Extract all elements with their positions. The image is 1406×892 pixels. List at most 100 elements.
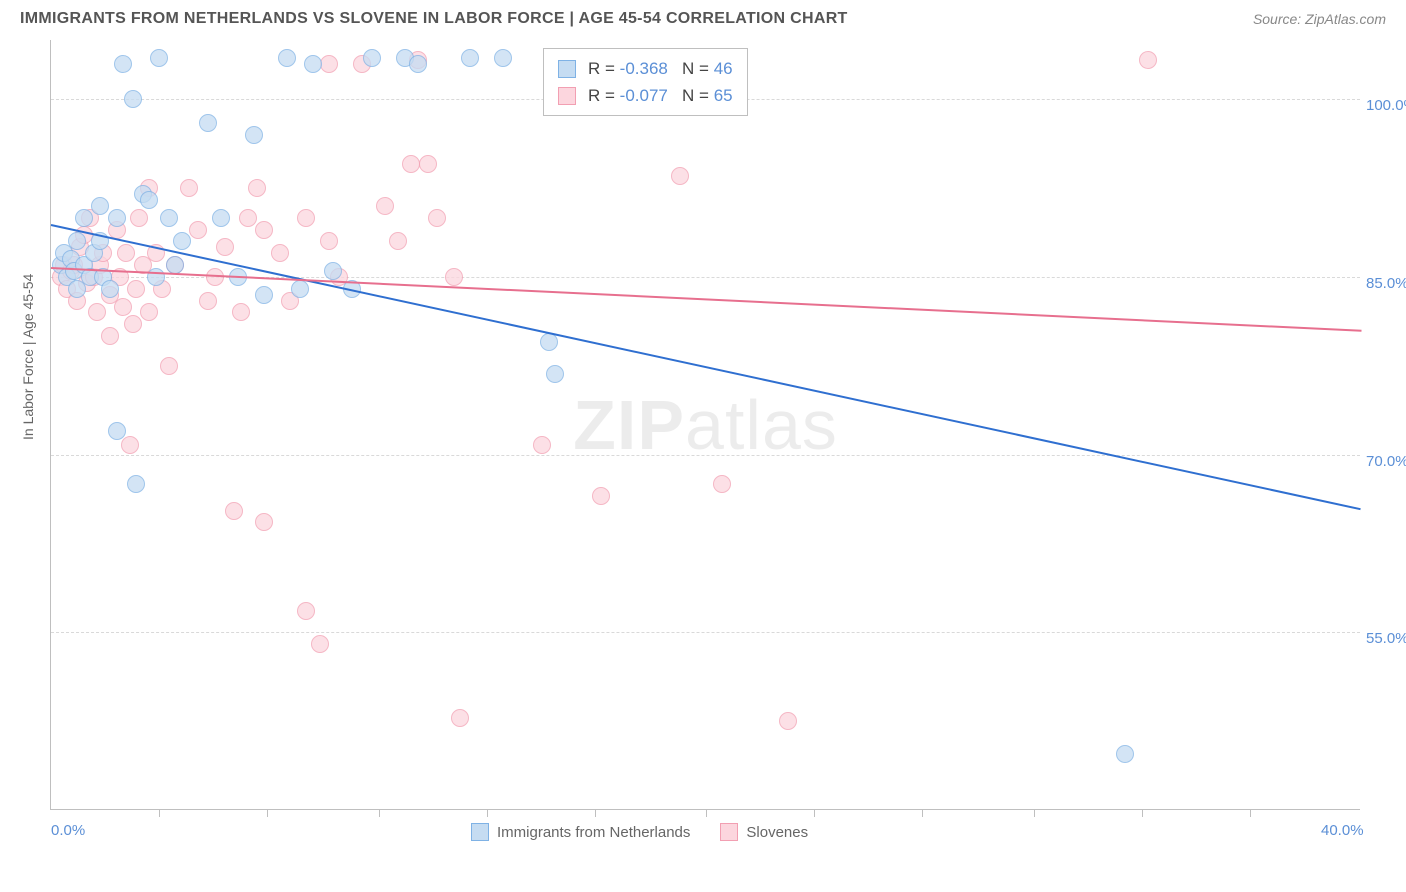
data-point (216, 238, 234, 256)
y-axis-label: In Labor Force | Age 45-54 (20, 274, 36, 440)
data-point (304, 55, 322, 73)
data-point (147, 268, 165, 286)
data-point (121, 436, 139, 454)
data-point (291, 280, 309, 298)
y-tick-label: 55.0% (1366, 630, 1406, 647)
legend-swatch (720, 823, 738, 841)
data-point (320, 55, 338, 73)
legend-item: Slovenes (720, 823, 808, 841)
chart-title: IMMIGRANTS FROM NETHERLANDS VS SLOVENE I… (20, 10, 848, 28)
data-point (124, 90, 142, 108)
data-point (324, 262, 342, 280)
data-point (140, 303, 158, 321)
data-point (320, 232, 338, 250)
data-point (150, 49, 168, 67)
data-point (124, 315, 142, 333)
y-tick-label: 70.0% (1366, 453, 1406, 470)
data-point (130, 209, 148, 227)
data-point (68, 232, 86, 250)
data-point (428, 209, 446, 227)
data-point (363, 49, 381, 67)
data-point (101, 280, 119, 298)
data-point (1116, 745, 1134, 763)
data-point (114, 298, 132, 316)
x-tick-label: 40.0% (1321, 822, 1364, 839)
legend-label: Immigrants from Netherlands (497, 824, 690, 841)
data-point (239, 209, 257, 227)
data-point (255, 286, 273, 304)
x-tick (487, 809, 488, 817)
x-tick (814, 809, 815, 817)
x-tick (1034, 809, 1035, 817)
x-tick (1142, 809, 1143, 817)
y-tick-label: 85.0% (1366, 275, 1406, 292)
legend-swatch (471, 823, 489, 841)
data-point (592, 487, 610, 505)
x-tick (595, 809, 596, 817)
chart-header: IMMIGRANTS FROM NETHERLANDS VS SLOVENE I… (0, 0, 1406, 36)
data-point (402, 155, 420, 173)
data-point (173, 232, 191, 250)
data-point (140, 191, 158, 209)
x-tick (706, 809, 707, 817)
data-point (311, 635, 329, 653)
data-point (546, 365, 564, 383)
data-point (88, 303, 106, 321)
data-point (101, 327, 119, 345)
x-tick (922, 809, 923, 817)
data-point (108, 209, 126, 227)
data-point (117, 244, 135, 262)
data-point (255, 513, 273, 531)
data-point (225, 502, 243, 520)
data-point (540, 333, 558, 351)
data-point (127, 475, 145, 493)
data-point (75, 209, 93, 227)
legend-swatch (558, 87, 576, 105)
data-point (713, 475, 731, 493)
data-point (160, 209, 178, 227)
stats-text: R = -0.077 N = 65 (588, 82, 733, 109)
x-tick (1250, 809, 1251, 817)
bottom-legend: Immigrants from Netherlands Slovenes (471, 823, 808, 841)
x-tick (159, 809, 160, 817)
chart-source: Source: ZipAtlas.com (1253, 11, 1386, 27)
data-point (451, 709, 469, 727)
data-point (166, 256, 184, 274)
scatter-chart: ZIPatlas 100.0%85.0%70.0%55.0%0.0%40.0%R… (50, 40, 1360, 810)
data-point (494, 49, 512, 67)
gridline (51, 455, 1360, 456)
data-point (189, 221, 207, 239)
watermark: ZIPatlas (573, 385, 838, 465)
data-point (297, 209, 315, 227)
data-point (779, 712, 797, 730)
data-point (212, 209, 230, 227)
data-point (114, 55, 132, 73)
data-point (419, 155, 437, 173)
stats-text: R = -0.368 N = 46 (588, 55, 733, 82)
data-point (445, 268, 463, 286)
data-point (180, 179, 198, 197)
data-point (271, 244, 289, 262)
data-point (232, 303, 250, 321)
data-point (1139, 51, 1157, 69)
data-point (248, 179, 266, 197)
data-point (671, 167, 689, 185)
y-tick-label: 100.0% (1366, 97, 1406, 114)
data-point (199, 292, 217, 310)
data-point (255, 221, 273, 239)
data-point (389, 232, 407, 250)
legend-label: Slovenes (746, 824, 808, 841)
data-point (278, 49, 296, 67)
x-tick (379, 809, 380, 817)
stats-row: R = -0.077 N = 65 (558, 82, 733, 109)
stats-row: R = -0.368 N = 46 (558, 55, 733, 82)
legend-item: Immigrants from Netherlands (471, 823, 690, 841)
data-point (108, 422, 126, 440)
data-point (297, 602, 315, 620)
legend-swatch (558, 60, 576, 78)
data-point (245, 126, 263, 144)
data-point (91, 197, 109, 215)
x-tick-label: 0.0% (51, 822, 85, 839)
trend-line (51, 224, 1361, 510)
data-point (461, 49, 479, 67)
